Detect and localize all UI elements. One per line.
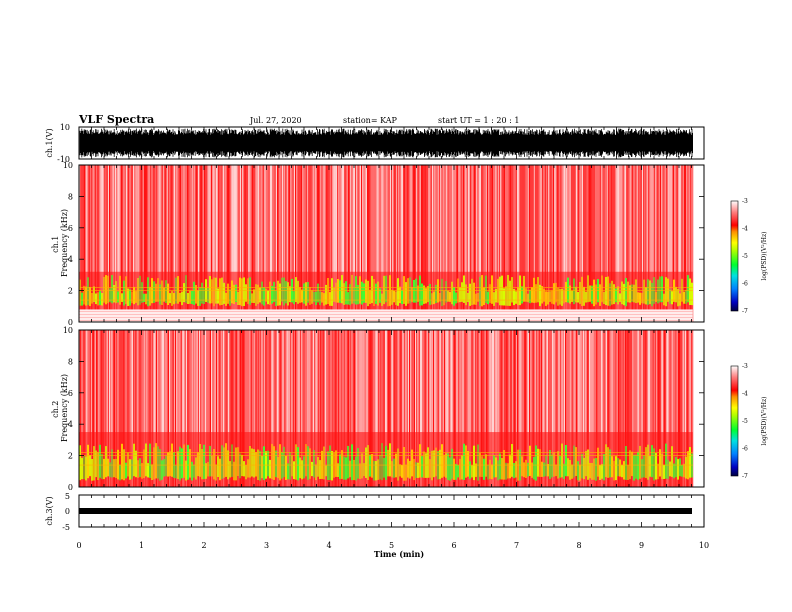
x-tick-label: 5 — [389, 541, 394, 550]
x-tick-label: 1 — [139, 541, 144, 550]
y-tick-label: 10 — [63, 326, 73, 335]
ch1-spec-ylabel-freq: Frequency (kHz) — [60, 209, 69, 277]
ch1-colorbar-label: log(PSD)(V2/Hz) — [760, 232, 769, 281]
x-tick-label: 6 — [451, 541, 456, 550]
x-tick-label: 2 — [201, 541, 206, 550]
ch1-ylabel: ch.1(V) — [45, 128, 54, 157]
x-tick-label: 8 — [576, 541, 581, 550]
start-time-label: start UT = 1 : 20 : 1 — [438, 116, 519, 125]
ch3-ytick-mid: 0 — [65, 507, 70, 516]
ch2-spec-ylabel-freq: Frequency (kHz) — [60, 374, 69, 442]
x-tick-label: 3 — [264, 541, 269, 550]
ch1-spec-ylabel-channel: ch.1 — [51, 236, 60, 253]
y-tick-label: 6 — [68, 389, 73, 398]
ch1-ytick-bottom: -10 — [57, 155, 70, 164]
figure-title: VLF Spectra — [78, 113, 154, 126]
ch2-spec-ylabel-channel: ch.2 — [51, 401, 60, 418]
y-tick-label: 8 — [68, 192, 73, 201]
colorbar-tick-label: -6 — [742, 446, 748, 453]
colorbar-tick-label: -3 — [742, 363, 748, 370]
colorbar-tick-label: -5 — [742, 418, 748, 425]
x-tick-label: 10 — [699, 541, 709, 550]
ch3-waveform-panel: ch.3(V) 5 0 -5 — [45, 492, 705, 532]
ch3-ytick-bottom: -5 — [62, 523, 70, 532]
x-tick-labels: 0 1 2 3 4 5 6 7 8 9 10 — [76, 541, 709, 550]
ch2-spectrogram-image — [79, 330, 694, 487]
ch3-waveform-trace — [79, 508, 692, 514]
y-tick-label: 0 — [68, 318, 73, 327]
ch1-waveform-panel: ch.1(V) 10 -10 — [45, 123, 705, 164]
colorbar-tick-label: -6 — [742, 281, 748, 288]
ch1-spectrogram-panel: ch.1 Frequency (kHz) 0 2 4 6 8 10 — [51, 161, 705, 327]
ch2-colorbar-ticks: -3 -4 -5 -6 -7 — [742, 363, 748, 480]
date-label: Jul. 27, 2020 — [249, 116, 302, 125]
y-tick-label: 0 — [68, 483, 73, 492]
ch2-colorbar-label: log(PSD)(V2/Hz) — [760, 397, 769, 446]
x-tick-label: 0 — [76, 541, 81, 550]
ch2-spec-yticks: 0 2 4 6 8 10 — [63, 326, 704, 492]
ch1-spectrogram-image — [79, 165, 694, 322]
ch2-spec-ylabel: ch.2 Frequency (kHz) — [51, 374, 69, 442]
y-tick-label: 6 — [68, 224, 73, 233]
station-label: station= KAP — [343, 116, 398, 125]
ch2-colorbar: -3 -4 -5 -6 -7 log(PSD)(V2/Hz) — [730, 363, 769, 480]
y-tick-label: 2 — [68, 287, 73, 296]
colorbar-tick-label: -7 — [742, 308, 748, 315]
ch1-waveform-trace — [79, 128, 693, 158]
ch1-spec-yticks: 0 2 4 6 8 10 — [63, 161, 704, 327]
colorbar-tick-label: -7 — [742, 473, 748, 480]
y-tick-label: 8 — [68, 357, 73, 366]
x-axis-label: Time (min) — [374, 549, 424, 559]
ch2-spectrogram-panel: ch.2 Frequency (kHz) 0 2 4 6 8 10 — [51, 326, 705, 492]
x-tick-marks — [78, 127, 705, 527]
colorbar-tick-label: -3 — [742, 198, 748, 205]
y-tick-label: 10 — [63, 161, 73, 170]
y-tick-label: 2 — [68, 452, 73, 461]
colorbar-tick-label: -4 — [742, 226, 748, 233]
x-tick-label: 4 — [326, 541, 331, 550]
y-tick-label: 4 — [68, 255, 73, 264]
ch1-ytick-top: 10 — [60, 123, 70, 132]
ch1-colorbar: -3 -4 -5 -6 -7 log(PSD)(V2/Hz) — [730, 198, 769, 315]
ch3-ylabel: ch.3(V) — [45, 496, 54, 525]
ch3-ytick-top: 5 — [65, 492, 70, 501]
x-tick-label: 9 — [639, 541, 644, 550]
y-tick-label: 4 — [68, 420, 73, 429]
x-tick-label: 7 — [514, 541, 519, 550]
colorbar-tick-label: -4 — [742, 391, 748, 398]
ch1-spec-ylabel: ch.1 Frequency (kHz) — [51, 209, 69, 277]
ch1-colorbar-ticks: -3 -4 -5 -6 -7 — [742, 198, 748, 315]
colorbar-tick-label: -5 — [742, 253, 748, 260]
